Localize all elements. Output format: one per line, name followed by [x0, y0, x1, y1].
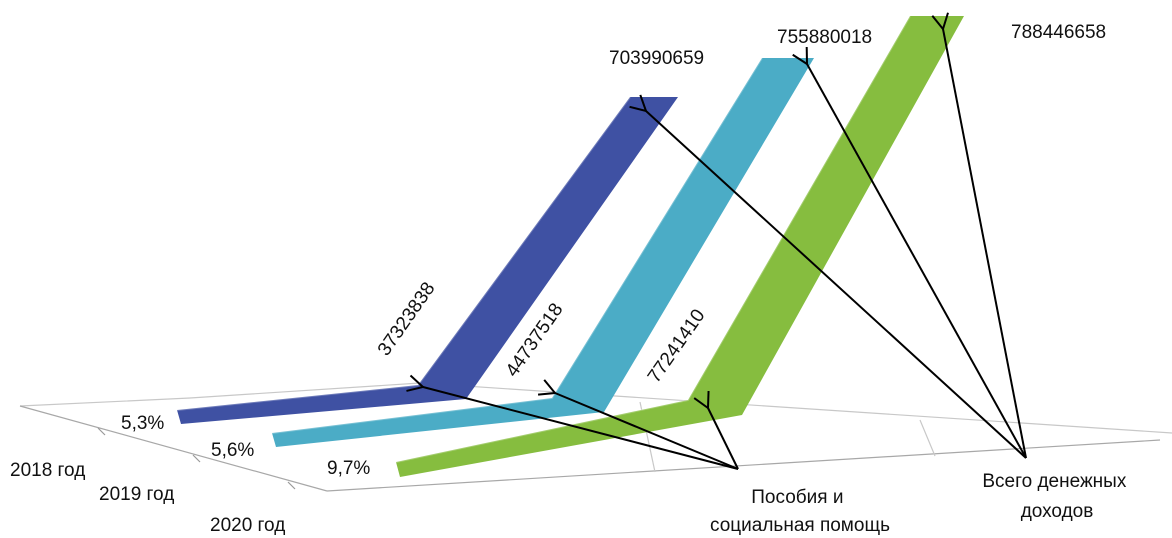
total-value-label: 703990659 — [609, 48, 704, 69]
ribbon-2020-год — [396, 16, 964, 477]
callout-total: Всего денежных доходов — [982, 471, 1131, 522]
category-label: 2019 год — [99, 484, 174, 505]
floor-back-edge — [19, 382, 1172, 434]
floor-gridline — [919, 419, 936, 457]
callout-total-line2: доходов — [1021, 501, 1094, 522]
callout-benefits-line2: социальная помощь — [710, 515, 890, 536]
callout-benefits: Пособия и социальная помощь — [710, 487, 890, 536]
arrow-total-2018 — [646, 111, 1027, 459]
depth-tick — [97, 427, 106, 436]
ribbons — [176, 15, 964, 477]
callout-benefits-line1: Пособия и — [751, 487, 843, 508]
arrow-benefits-2020 — [708, 408, 739, 470]
depth-tick — [287, 481, 296, 490]
ribbon-edge — [395, 15, 911, 463]
share-label: 5,6% — [211, 440, 254, 461]
benefits-value-label: 37323838 — [374, 279, 440, 360]
depth-tick — [192, 454, 201, 463]
arrow-total-2019 — [807, 64, 1027, 459]
category-label: 2020 год — [210, 515, 285, 536]
total-value-label: 755880018 — [777, 27, 872, 48]
ribbon-2019-год — [272, 58, 814, 447]
callout-arrows — [423, 29, 1027, 470]
callout-total-line1: Всего денежных — [982, 471, 1126, 492]
ribbon-2018-год — [177, 97, 678, 424]
total-value-label: 788446658 — [1011, 22, 1106, 43]
arrow-total-2020 — [943, 29, 1027, 459]
share-label: 9,7% — [327, 458, 370, 479]
category-label: 2018 год — [10, 460, 85, 481]
depth-axis-ticks — [97, 427, 296, 490]
floor-left-edge — [19, 405, 328, 492]
ribbon-edge — [271, 57, 763, 434]
share-label: 5,3% — [121, 413, 164, 434]
arrow-benefits-2019 — [555, 393, 739, 470]
arrow-benefits-2018 — [423, 387, 739, 470]
